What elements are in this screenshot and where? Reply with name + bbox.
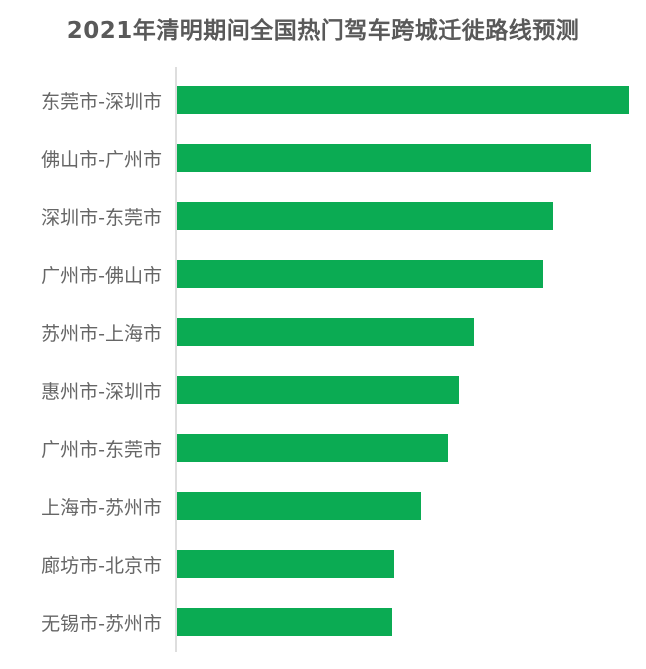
category-label: 佛山市-广州市: [41, 148, 162, 171]
bar-row: 东莞市-深圳市: [0, 71, 646, 129]
bar-rows: 东莞市-深圳市 佛山市-广州市 深圳市-东莞市 广州市-佛山市 苏州市-上海市 惠州市-深…: [0, 71, 646, 651]
bar: [177, 144, 592, 172]
category-label: 上海市-苏州市: [41, 496, 162, 519]
bar-row: 广州市-东莞市: [0, 419, 646, 477]
bar-track: [177, 202, 646, 230]
bar-row: 无锡市-苏州市: [0, 593, 646, 651]
bar-row: 廊坊市-北京市: [0, 535, 646, 593]
bar: [177, 434, 449, 462]
bar: [177, 492, 422, 520]
category-label: 廊坊市-北京市: [41, 554, 162, 577]
bar-track: [177, 376, 646, 404]
bar: [177, 202, 554, 230]
category-label: 惠州市-深圳市: [41, 380, 162, 403]
bar: [177, 86, 629, 114]
bar: [177, 550, 394, 578]
category-label: 广州市-东莞市: [41, 438, 162, 461]
bar-row: 惠州市-深圳市: [0, 361, 646, 419]
bar: [177, 608, 393, 636]
category-axis-line: [175, 67, 177, 652]
bar-track: [177, 434, 646, 462]
chart-title: 2021年清明期间全国热门驾车跨城迁徙路线预测: [66, 18, 580, 44]
bar-track: [177, 318, 646, 346]
bar-track: [177, 260, 646, 288]
category-label: 深圳市-东莞市: [41, 206, 162, 229]
bar-row: 上海市-苏州市: [0, 477, 646, 535]
bar-row: 苏州市-上海市: [0, 303, 646, 361]
bar-track: [177, 492, 646, 520]
bar-track: [177, 144, 646, 172]
category-label: 苏州市-上海市: [41, 322, 162, 345]
bar-track: [177, 550, 646, 578]
category-label: 东莞市-深圳市: [41, 90, 162, 113]
bar-row: 深圳市-东莞市: [0, 187, 646, 245]
category-label: 无锡市-苏州市: [41, 612, 162, 635]
bar-row: 佛山市-广州市: [0, 129, 646, 187]
category-label: 广州市-佛山市: [41, 264, 162, 287]
bar: [177, 376, 460, 404]
bar: [177, 318, 474, 346]
bar-row: 广州市-佛山市: [0, 245, 646, 303]
bar-track: [177, 608, 646, 636]
bar: [177, 260, 544, 288]
bar-track: [177, 86, 646, 114]
